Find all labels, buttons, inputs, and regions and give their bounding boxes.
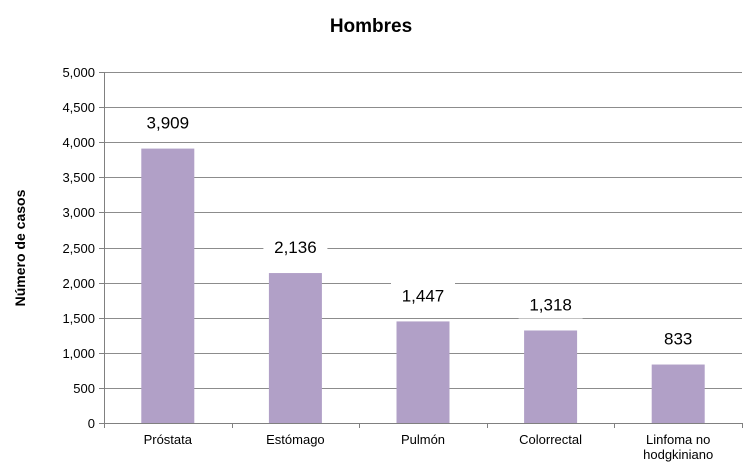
x-tick-label: Próstata xyxy=(144,432,193,447)
data-label-background xyxy=(656,324,701,353)
y-tick-label: 5,000 xyxy=(62,65,95,80)
x-tick-label: Pulmón xyxy=(401,432,445,447)
data-label: 3,909 xyxy=(147,114,190,133)
bar xyxy=(524,330,578,423)
y-tick-label: 2,000 xyxy=(62,276,95,291)
bars xyxy=(141,148,705,423)
data-label-background xyxy=(518,290,583,319)
bar xyxy=(396,321,450,423)
y-tick-label: 1,500 xyxy=(62,311,95,326)
data-label: 2,136 xyxy=(274,238,317,257)
x-tick-label: Linfoma no hodgkiniano xyxy=(643,432,713,462)
bar xyxy=(141,148,195,423)
y-tick-label: 4,500 xyxy=(62,100,95,115)
y-tick-label: 3,000 xyxy=(62,205,95,220)
y-tick-label: 500 xyxy=(73,381,95,396)
data-label-background xyxy=(135,108,200,137)
data-label-background xyxy=(391,281,455,310)
x-tick-label: Colorrectal xyxy=(519,432,582,447)
data-label: 1,318 xyxy=(529,295,572,314)
data-label-background xyxy=(263,233,328,262)
data-label: 1,447 xyxy=(402,286,445,305)
y-axis-label: Número de casos xyxy=(12,189,28,306)
y-tick-label: 4,000 xyxy=(62,135,95,150)
data-label: 833 xyxy=(664,330,692,349)
x-tick-label: Estómago xyxy=(266,432,325,447)
x-tick-labels: Próstata Estómago Pulmón Colorrectal Linfoma… xyxy=(144,423,743,462)
bar xyxy=(268,273,322,423)
y-tick-labels: 0 500 1,000 1,500 2,000 2,500 3,000 3,500 4,000 4… xyxy=(62,65,104,431)
gridlines xyxy=(104,72,742,389)
y-tick-label: 3,500 xyxy=(62,170,95,185)
bar xyxy=(651,364,705,423)
y-tick-label: 1,000 xyxy=(62,346,95,361)
y-tick-label: 0 xyxy=(88,416,95,431)
y-tick-label: 2,500 xyxy=(62,241,95,256)
data-labels: 3,909 2,136 1,447 1,318 833 xyxy=(135,108,701,353)
chart-title: Hombres xyxy=(330,16,412,37)
